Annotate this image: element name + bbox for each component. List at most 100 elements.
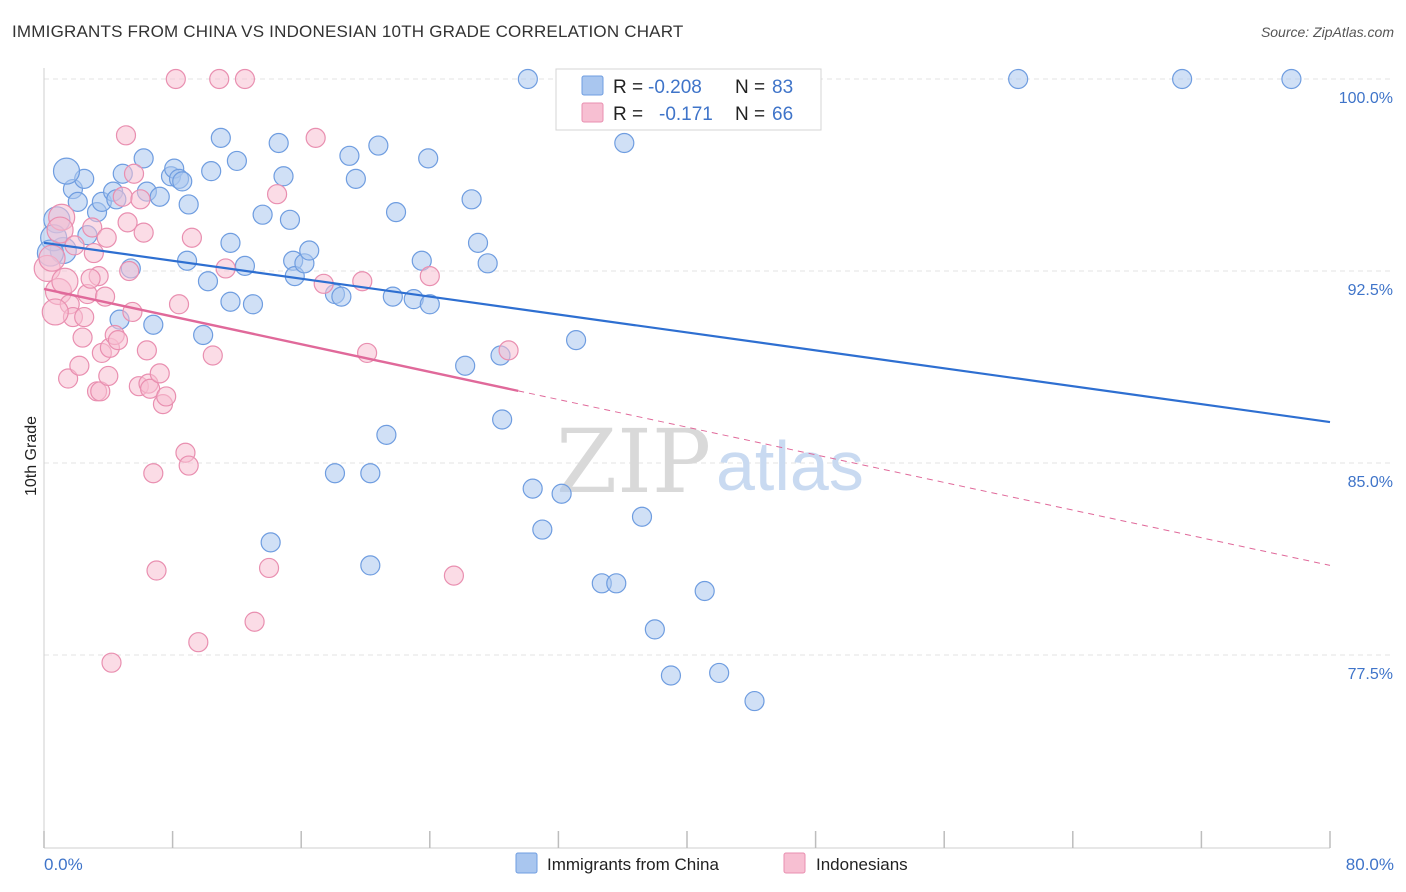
y-tick-label-0: 77.5%: [1348, 666, 1393, 683]
point-china-35: [345, 168, 366, 189]
point-china-44: [461, 189, 482, 210]
point-china-31: [299, 240, 320, 261]
point-china-42: [419, 294, 440, 315]
y-tick-label-2: 92.5%: [1348, 282, 1393, 299]
trend-lines: [43, 241, 1331, 566]
y-tick-label-1: 85.0%: [1348, 474, 1393, 491]
legend-n-value-1: 83: [772, 77, 793, 98]
point-china-68: [360, 463, 381, 484]
point-indonesians-41: [178, 455, 199, 476]
point-indonesians-30: [136, 340, 157, 361]
watermark-zip: ZIP: [556, 410, 711, 513]
point-indonesians-25: [119, 260, 140, 282]
point-china-17: [172, 171, 193, 192]
point-indonesians-29: [133, 222, 154, 243]
point-indonesians-45: [209, 68, 230, 90]
point-indonesians-13: [83, 242, 104, 264]
point-indonesians-63: [41, 298, 69, 326]
point-china-59: [660, 665, 682, 686]
legend-r-label-1: R =: [613, 77, 643, 98]
legend-stats: R = -0.208 N = 83 R = -0.171 N = 66: [555, 68, 822, 131]
point-indonesians-23: [115, 125, 137, 146]
point-indonesians-48: [244, 611, 265, 632]
source-label: Source: ZipAtlas.com: [1260, 24, 1394, 40]
chart-title: IMMIGRANTS FROM CHINA VS INDONESIAN 10TH…: [12, 22, 684, 41]
legend-r-value-2: -0.171: [659, 104, 713, 125]
point-indonesians-59: [46, 216, 74, 244]
point-indonesians-39: [168, 294, 190, 315]
grid-lines: [44, 78, 1394, 656]
point-indonesians-27: [123, 163, 145, 184]
point-indonesians-8: [69, 355, 90, 376]
point-china-49: [517, 68, 538, 90]
point-indonesians-34: [146, 560, 167, 581]
point-china-71: [376, 424, 397, 445]
point-china-53: [565, 330, 587, 351]
point-indonesians-65: [98, 365, 119, 387]
data-points: [33, 68, 1302, 712]
point-china-43: [455, 355, 476, 376]
point-china-20: [210, 127, 231, 148]
point-china-50: [522, 478, 543, 499]
point-indonesians-5: [58, 368, 79, 389]
trend-line-0: [43, 241, 1331, 424]
point-china-56: [614, 132, 635, 154]
legend-r-label-2: R =: [613, 104, 643, 125]
legend-bottom-swatch-blue: [515, 852, 538, 874]
point-china-73: [220, 291, 241, 312]
point-indonesians-42: [181, 227, 202, 248]
y-tick-label-3: 100.0%: [1339, 90, 1393, 107]
point-indonesians-12: [82, 217, 103, 238]
x-tick-label-min: 0.0%: [44, 855, 83, 874]
legend-series: Immigrants from China Indonesians: [515, 852, 908, 874]
point-china-57: [631, 506, 653, 527]
watermark: ZIP atlas: [556, 410, 864, 513]
point-china-69: [260, 532, 281, 553]
point-china-33: [331, 286, 352, 307]
point-china-67: [324, 463, 346, 484]
point-china-66: [1281, 68, 1302, 90]
point-china-3: [67, 191, 88, 212]
x-tick-label-max: 80.0%: [1346, 855, 1394, 874]
point-china-48: [492, 409, 513, 430]
point-indonesians-37: [156, 386, 177, 407]
point-china-19: [201, 161, 222, 182]
point-indonesians-21: [107, 330, 129, 351]
y-axis-title: 10th Grade: [23, 416, 40, 496]
point-indonesians-38: [165, 68, 186, 90]
legend-bottom-label-indonesians: Indonesians: [816, 855, 908, 874]
point-indonesians-62: [130, 189, 151, 210]
legend-bottom-label-china: Immigrants from China: [547, 855, 719, 874]
watermark-atlas: atlas: [716, 427, 864, 505]
point-china-45: [467, 232, 489, 253]
point-indonesians-9: [72, 327, 93, 348]
point-indonesians-57: [498, 340, 519, 361]
point-china-60: [694, 580, 715, 602]
legend-swatch-blue: [581, 75, 604, 96]
point-indonesians-58: [101, 652, 122, 673]
point-china-11: [133, 148, 154, 169]
point-indonesians-60: [80, 268, 101, 289]
point-china-46: [477, 253, 498, 274]
point-china-22: [226, 150, 247, 172]
point-indonesians-61: [96, 227, 117, 248]
point-china-62: [744, 690, 765, 712]
point-indonesians-1: [38, 244, 66, 272]
legend-bottom-swatch-pink: [783, 852, 806, 874]
y-tick-labels: 77.5% 85.0% 92.5% 100.0%: [1339, 90, 1393, 683]
point-china-25: [268, 132, 289, 154]
point-indonesians-10: [74, 306, 95, 328]
point-china-36: [368, 135, 389, 156]
point-indonesians-47: [234, 68, 256, 90]
point-indonesians-55: [419, 266, 440, 287]
point-china-72: [242, 294, 264, 315]
legend-swatch-pink: [581, 102, 604, 123]
point-china-58: [644, 619, 665, 640]
point-china-70: [360, 555, 381, 576]
point-china-27: [279, 209, 301, 230]
legend-r-value-1: -0.208: [648, 77, 702, 98]
point-china-21: [220, 232, 241, 253]
axes: [43, 68, 1331, 849]
point-indonesians-22: [112, 186, 133, 207]
